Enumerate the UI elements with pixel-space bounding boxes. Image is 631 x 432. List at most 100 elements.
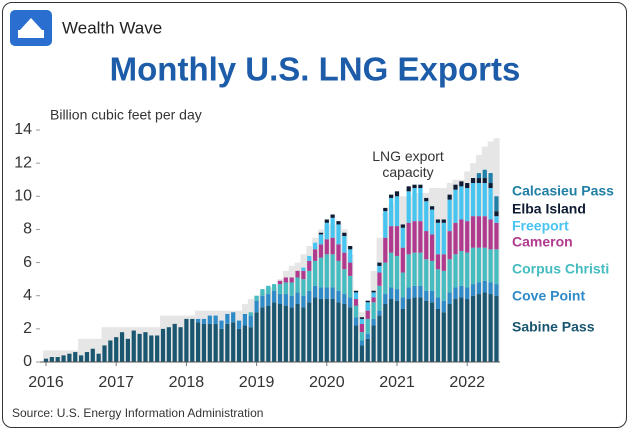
bar-segment	[418, 184, 423, 188]
bar-segment	[79, 355, 84, 362]
x-tick-label: 2017	[98, 374, 134, 391]
bar-segment	[61, 355, 66, 362]
y-tick-label: 8	[23, 221, 32, 238]
bar-segment	[207, 315, 212, 324]
bar-segment	[389, 299, 394, 362]
bar-segment	[330, 254, 335, 288]
bar-segment	[73, 352, 78, 362]
bar-segment	[470, 247, 476, 285]
bar-segment	[424, 290, 429, 301]
bar-segment	[254, 312, 259, 362]
bar-segment	[272, 284, 277, 291]
bar-segment	[295, 292, 300, 304]
bar-segment	[307, 270, 312, 291]
bar-segment	[330, 299, 335, 362]
bar-segment	[400, 272, 405, 298]
bar-segment	[324, 222, 329, 240]
bar-segment	[330, 237, 335, 255]
bar-segment	[231, 322, 236, 362]
bar-segment	[289, 307, 294, 362]
bar-segment	[225, 323, 230, 362]
bar-segment	[488, 173, 493, 184]
bar-segment	[248, 312, 253, 316]
bar-segment	[277, 304, 283, 362]
bar-segment	[348, 297, 353, 308]
bar-segment	[465, 252, 470, 288]
bar-segment	[149, 335, 154, 362]
bar-segment	[201, 318, 207, 324]
bar-segment	[348, 307, 353, 362]
bar-segment	[447, 304, 452, 362]
bar-segment	[283, 282, 288, 295]
bar-segment	[371, 318, 376, 326]
bar-segment	[394, 300, 400, 362]
bar-segment	[236, 320, 242, 329]
bar-segment	[488, 219, 493, 250]
bar-segment	[242, 325, 247, 362]
bar-segment	[465, 299, 470, 362]
bar-segment	[67, 353, 72, 362]
x-tick-label: 2019	[239, 374, 275, 391]
bar-segment	[470, 178, 476, 184]
bar-segment	[470, 295, 476, 362]
bar-segment	[430, 290, 435, 303]
bar-segment	[336, 302, 341, 362]
bar-segment	[272, 302, 277, 362]
y-tick-label: 14	[14, 121, 32, 138]
source: Source: U.S. Energy Information Administ…	[12, 406, 263, 420]
bar-segment	[494, 222, 499, 250]
bar-segment	[307, 255, 312, 261]
bar-segment	[482, 178, 487, 184]
bar-segment	[353, 305, 359, 318]
bar-segment	[482, 183, 487, 217]
bar-segment	[430, 302, 435, 362]
bar-segment	[435, 297, 441, 309]
bar-segment	[389, 226, 394, 253]
bar-segment	[476, 247, 481, 283]
bar-segment	[447, 259, 452, 293]
bar-segment	[260, 295, 265, 308]
bar-segment	[371, 302, 376, 319]
bar-segment	[55, 357, 60, 362]
bar-segment	[324, 219, 329, 223]
bar-segment	[353, 317, 359, 326]
bar-segment	[424, 300, 429, 362]
bar-segment	[371, 297, 376, 303]
bar-segment	[313, 242, 318, 250]
bar-segment	[441, 270, 446, 301]
bar-segment	[318, 257, 324, 288]
logo-shape	[18, 30, 44, 38]
bar-segment	[219, 328, 224, 362]
bar-segment	[342, 252, 347, 270]
bar-segment	[494, 249, 499, 285]
bar-segment	[231, 312, 236, 323]
bar-segment	[389, 252, 394, 288]
bar-segment	[359, 340, 364, 346]
bar-segment	[353, 292, 359, 300]
bar-segment	[277, 284, 283, 295]
bar-segment	[482, 169, 487, 179]
bar-segment	[119, 332, 125, 362]
bar-segment	[412, 188, 417, 222]
bar-segment	[400, 227, 405, 248]
bar-segment	[430, 260, 435, 291]
bar-segment	[348, 249, 353, 263]
chart-title: Monthly U.S. LNG Exports	[110, 51, 521, 88]
bar-segment	[242, 313, 247, 326]
bar-segment	[283, 277, 288, 283]
bar-segment	[155, 335, 160, 362]
bar-segment	[488, 294, 493, 362]
capacity-step	[54, 350, 61, 362]
bar-segment	[412, 184, 417, 188]
bar-segment	[295, 304, 300, 362]
bar-segment	[365, 333, 370, 339]
bar-segment	[283, 294, 288, 306]
bar-segment	[482, 216, 487, 248]
bar-segment	[383, 262, 388, 295]
bar-segment	[383, 211, 388, 238]
bar-segment	[336, 290, 341, 303]
bar-segment	[371, 292, 376, 298]
bar-segment	[49, 357, 54, 362]
bar-segment	[377, 285, 382, 311]
bar-segment	[272, 290, 277, 303]
